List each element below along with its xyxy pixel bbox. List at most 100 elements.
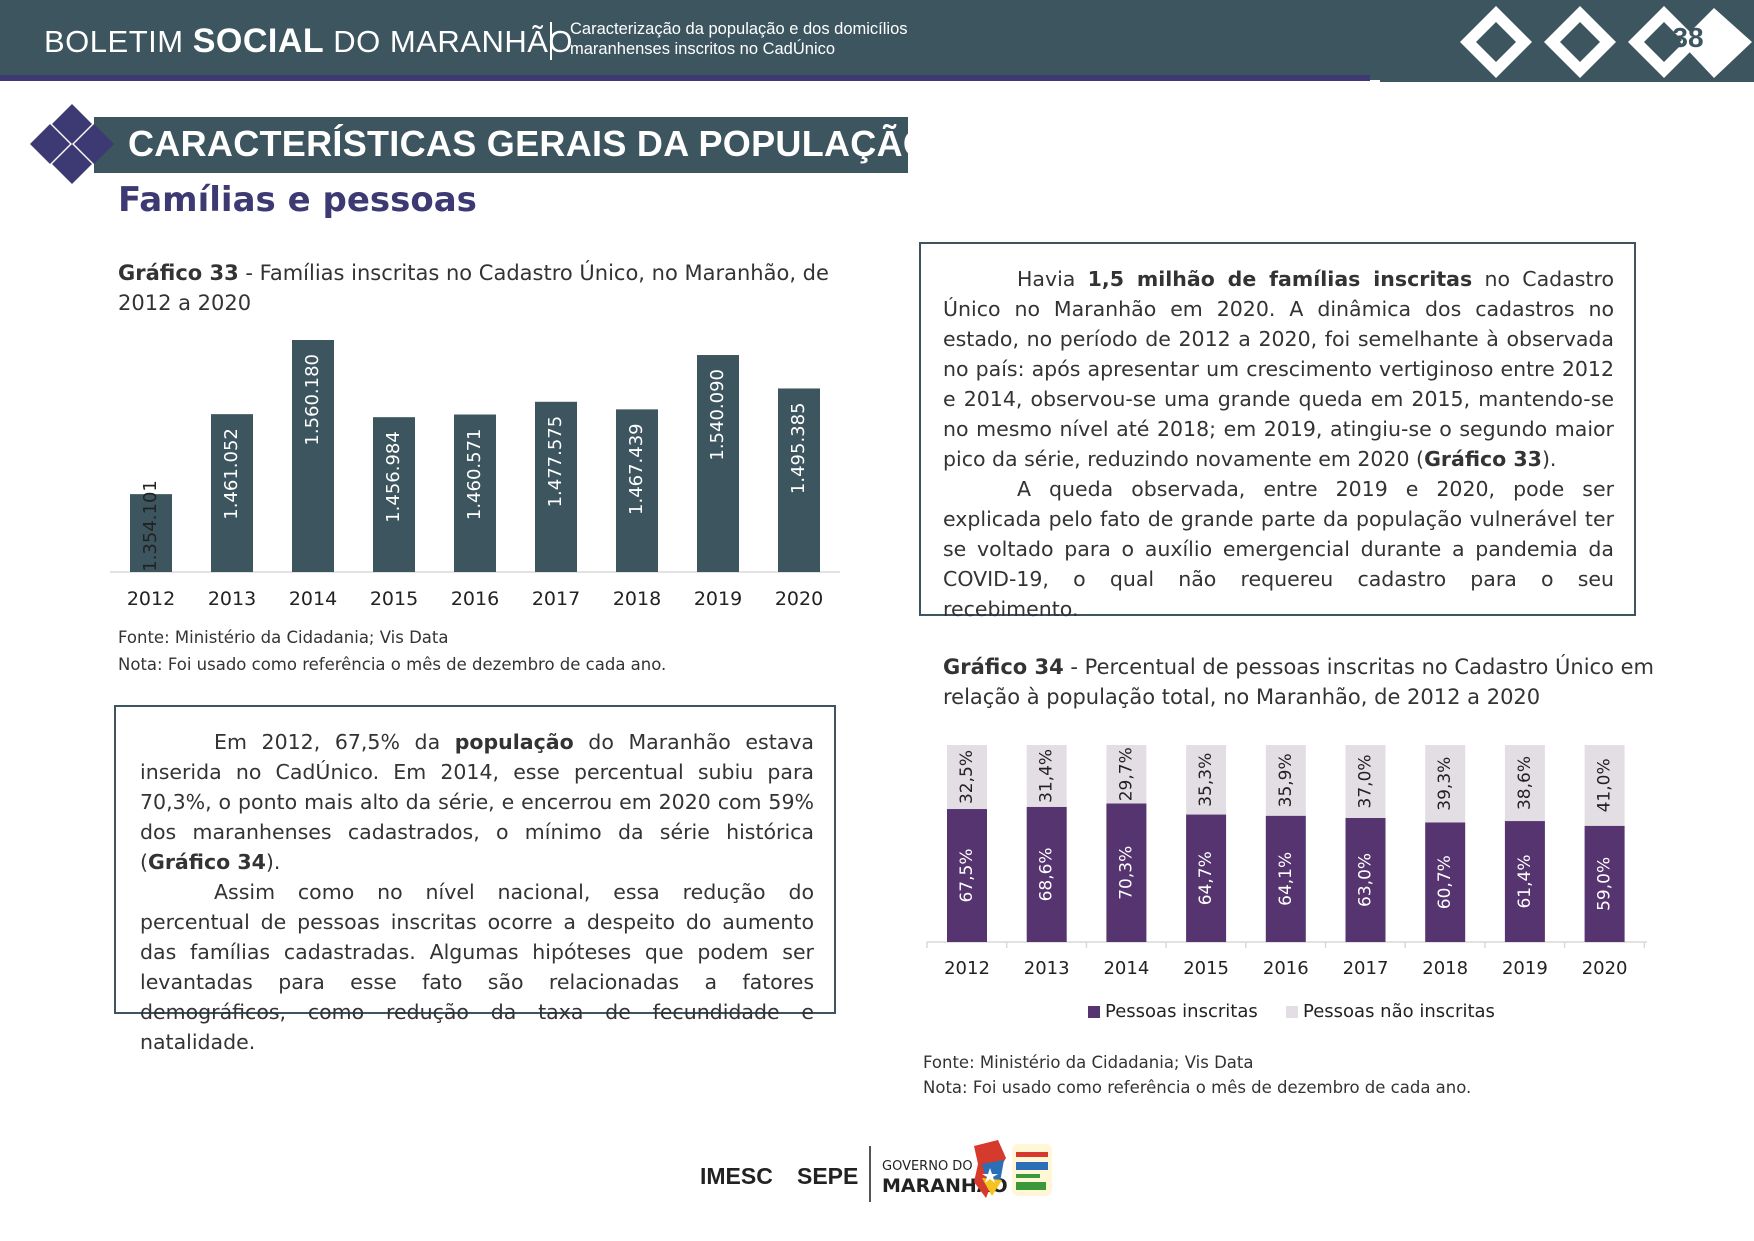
brand-bold: SOCIAL — [192, 22, 325, 60]
bar-data-label: 1.477.575 — [545, 416, 566, 508]
text-box-families-paragraph-2: A queda observada, entre 2019 e 2020, po… — [943, 477, 1614, 621]
x-tick-label: 2019 — [694, 588, 742, 610]
bar — [616, 409, 658, 572]
chart-33-caption: Gráfico 33 - Famílias inscritas no Cadas… — [118, 258, 838, 318]
bar-data-label: 38,6% — [1515, 756, 1535, 810]
section-title: CARACTERÍSTICAS GERAIS DA POPULAÇÃO — [128, 123, 932, 164]
chart-33-note: Nota: Foi usado como referência o mês de… — [118, 655, 667, 674]
legend-swatch — [1286, 1006, 1298, 1018]
bar-data-label: 67,5% — [957, 849, 977, 903]
bar-data-label: 41,0% — [1595, 758, 1615, 812]
x-tick-label: 2018 — [1422, 958, 1468, 979]
chart-33-caption-line-1: Gráfico 33 - Famílias inscritas no Cadas… — [118, 258, 838, 288]
x-tick-label: 2012 — [127, 588, 175, 610]
bar-segment-inscritas — [1345, 817, 1386, 942]
bar-segment-nao-inscritas — [947, 745, 987, 810]
bar-data-label: 32,5% — [957, 750, 977, 804]
slogan-stripe-icon — [1016, 1174, 1040, 1178]
publication-title: BOLETIM SOCIAL DO MARANHÃO — [44, 22, 573, 61]
bar-data-label: 59,0% — [1595, 857, 1615, 911]
text-emphasis: população — [454, 730, 574, 754]
bar-segment-inscritas — [1504, 821, 1545, 942]
bar-data-label: 1.456.984 — [383, 431, 404, 523]
text-box-families: Havia 1,5 milhão de famílias inscritas n… — [919, 242, 1636, 621]
bar-segment-inscritas — [1186, 814, 1227, 942]
bar-data-label: 1.354.101 — [140, 480, 161, 572]
bar-segment-nao-inscritas — [1345, 745, 1386, 818]
map-shape-icon — [982, 1178, 1002, 1196]
bar-segment-nao-inscritas — [1265, 745, 1306, 816]
chart-33-caption-line-2: 2012 a 2020 — [118, 291, 252, 315]
header-underline — [0, 75, 1370, 81]
chart-33-bar-chart: 1.354.101 2012 1.461.052 2013 1.560.180 2014 1… — [110, 340, 840, 610]
bar-segment-inscritas — [1265, 815, 1306, 942]
bar-data-label: 70,3% — [1116, 846, 1136, 900]
bar-segment-inscritas — [1584, 825, 1625, 942]
chart-34-caption: Gráfico 34 - Percentual de pessoas inscr… — [943, 652, 1663, 712]
x-tick-label: 2020 — [1582, 958, 1628, 979]
text-box-population-paragraph-1: Em 2012, 67,5% da população do Maranhão … — [140, 727, 814, 877]
chart-34-caption-line-2: relação à população total, no Maranhão, … — [943, 685, 1541, 709]
bar-data-label: 64,1% — [1276, 852, 1296, 906]
chart-reference: Gráfico 33 — [1424, 447, 1542, 471]
section-subtitle: Famílias e pessoas — [118, 180, 477, 220]
diamond-cluster-icon — [30, 104, 114, 184]
bar-data-label: 1.467.439 — [626, 423, 647, 515]
header-divider — [550, 22, 552, 60]
section-banner — [94, 117, 908, 173]
legend-swatch — [1088, 1006, 1100, 1018]
text-fragment: Em 2012, 67,5% da — [214, 730, 455, 754]
x-tick-label: 2012 — [944, 958, 990, 979]
x-tick-label: 2018 — [613, 588, 661, 610]
bar-data-label: 31,4% — [1037, 749, 1057, 803]
governo-maranhao-logo: GOVERNO DO MARANHÃO — [882, 1140, 1052, 1198]
legend-label: Pessoas não inscritas — [1303, 1001, 1495, 1022]
text-fragment: Havia — [1017, 267, 1088, 291]
x-tick-label: 2013 — [208, 588, 256, 610]
bar-segment-inscritas — [1425, 822, 1466, 942]
text-box-population: Em 2012, 67,5% da população do Maranhão … — [114, 705, 836, 1054]
bar-segment-inscritas — [1026, 806, 1067, 942]
x-tick-label: 2017 — [1343, 958, 1389, 979]
bar-data-label: 35,9% — [1276, 753, 1296, 807]
x-tick-label: 2016 — [1263, 958, 1309, 979]
bar-segment-nao-inscritas — [1186, 745, 1227, 815]
bar — [697, 355, 739, 572]
chart-34-caption-text: - Percentual de pessoas inscritas no Cad… — [1063, 655, 1654, 679]
bar-segment-nao-inscritas — [1425, 745, 1466, 823]
brand-suffix: DO MARANHÃO — [333, 24, 574, 59]
bar-segment-inscritas — [1106, 803, 1147, 942]
text-fragment: no Cadastro Único no Maranhão em 2020. A… — [943, 267, 1614, 471]
bar-data-label: 61,4% — [1515, 855, 1535, 909]
x-tick-label: 2019 — [1502, 958, 1548, 979]
bar-data-label: 39,3% — [1435, 757, 1455, 811]
publication-subtitle: Caracterização da população e dos domicí… — [570, 19, 970, 59]
bar — [292, 340, 334, 572]
bar — [454, 414, 496, 572]
diamond-pattern-icon — [1380, 0, 1754, 82]
bar-data-label: 35,3% — [1196, 753, 1216, 807]
bar — [130, 494, 172, 572]
bar-data-label: 1.540.090 — [707, 369, 728, 461]
bar-segment-nao-inscritas — [1504, 745, 1545, 822]
bar-data-label: 68,6% — [1037, 847, 1057, 901]
chart-34-source: Fonte: Ministério da Cidadania; Vis Data — [923, 1053, 1254, 1072]
x-tick-label: 2015 — [1183, 958, 1229, 979]
brand-prefix: BOLETIM — [44, 24, 184, 59]
bar-data-label: 1.461.052 — [221, 428, 242, 520]
sepe-logo: SEPE — [797, 1163, 859, 1189]
text-emphasis: 1,5 milhão de famílias inscritas — [1087, 267, 1473, 291]
bar-data-label: 29,7% — [1116, 747, 1136, 801]
slogan-stripe-icon — [1016, 1182, 1046, 1190]
imesc-logo: IMESC — [700, 1163, 773, 1189]
footer-divider — [869, 1146, 871, 1202]
slogan-stripe-icon — [1016, 1152, 1048, 1157]
bar-segment-nao-inscritas — [1106, 745, 1147, 804]
x-tick-label: 2020 — [775, 588, 823, 610]
chart-34-stacked-bar-chart: 67,5% 32,5% 2012 68,6% 31,4% 2013 70,3% 29,7% 20… — [926, 745, 1647, 1022]
bar-segment-nao-inscritas — [1584, 745, 1625, 826]
chart-33-caption-text: - Famílias inscritas no Cadastro Único, … — [238, 261, 829, 285]
bar-data-label: 1.495.385 — [788, 402, 809, 494]
chart-34-caption-line-1: Gráfico 34 - Percentual de pessoas inscr… — [943, 652, 1663, 682]
bar-data-label: 1.560.180 — [302, 354, 323, 446]
